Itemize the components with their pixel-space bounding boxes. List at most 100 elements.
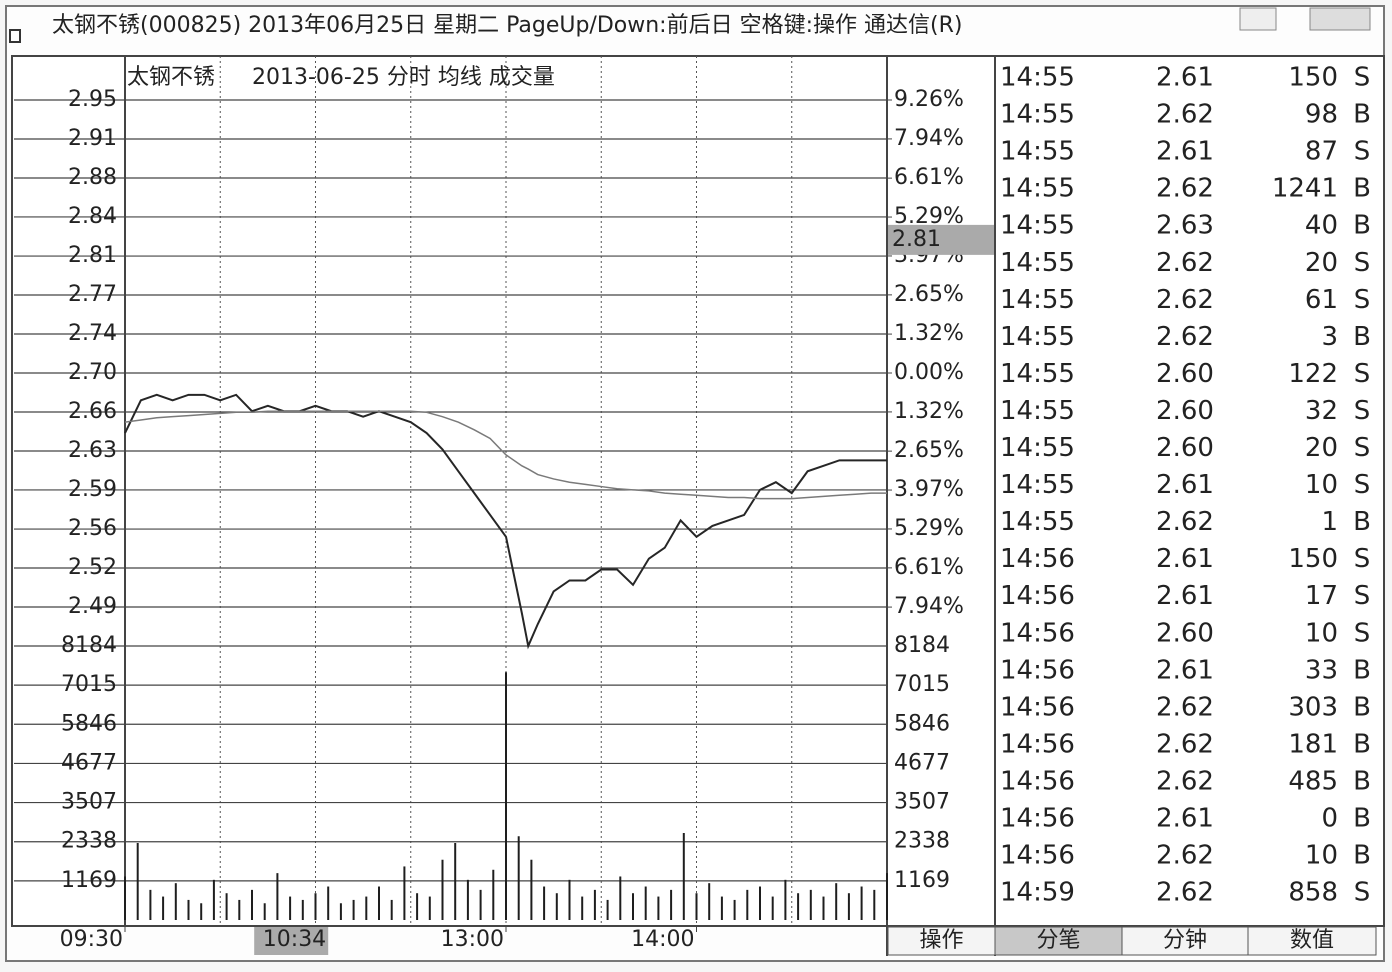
trade-side: B — [1353, 692, 1371, 722]
trade-volume: 0 — [1321, 804, 1338, 834]
tab-label[interactable]: 操作 — [919, 928, 963, 953]
volume-tick-label-right: 5846 — [894, 711, 950, 736]
y2-tick-label: 2.65% — [894, 438, 964, 463]
trade-side: B — [1353, 766, 1371, 796]
trade-time: 14:56 — [1000, 544, 1075, 574]
trade-side: B — [1353, 804, 1371, 834]
y-tick-label: 2.56 — [68, 516, 117, 541]
trade-price: 2.61 — [1156, 804, 1214, 834]
trade-time: 14:55 — [1000, 174, 1075, 204]
trade-volume: 150 — [1288, 63, 1338, 93]
y2-tick-label: 5.29% — [894, 204, 964, 229]
trade-time: 14:56 — [1000, 766, 1075, 796]
trade-side: S — [1354, 396, 1371, 426]
app-icon — [9, 29, 21, 43]
trade-side: B — [1353, 211, 1371, 241]
trade-price: 2.62 — [1156, 878, 1214, 908]
y-tick-label: 2.84 — [68, 204, 117, 229]
trade-side: S — [1354, 470, 1371, 500]
trade-side: B — [1353, 655, 1371, 685]
trade-volume: 10 — [1305, 841, 1338, 871]
trade-price: 2.62 — [1156, 729, 1214, 759]
tab-label[interactable]: 分钟 — [1163, 928, 1207, 953]
y-tick-label: 2.77 — [68, 282, 117, 307]
maximize-button[interactable] — [1239, 7, 1277, 31]
trade-price: 2.62 — [1156, 285, 1214, 315]
trade-time: 14:55 — [1000, 396, 1075, 426]
trade-time: 14:56 — [1000, 729, 1075, 759]
trade-price: 2.62 — [1156, 100, 1214, 130]
trade-price: 2.60 — [1156, 359, 1214, 389]
trade-volume: 98 — [1305, 100, 1338, 130]
trade-time: 14:55 — [1000, 285, 1075, 315]
trade-time: 14:55 — [1000, 359, 1075, 389]
trade-volume: 10 — [1305, 470, 1338, 500]
close-button[interactable] — [1309, 7, 1371, 31]
chart-frame — [11, 55, 1385, 927]
trade-volume: 1241 — [1272, 174, 1338, 204]
trade-volume: 122 — [1288, 359, 1338, 389]
x-tick-label: 14:00 — [631, 927, 694, 952]
cursor-price-box — [888, 224, 994, 255]
tab-label[interactable]: 数值 — [1290, 928, 1334, 953]
trade-side: S — [1354, 581, 1371, 611]
y2-tick-label: 3.97% — [894, 477, 964, 502]
trade-price: 2.62 — [1156, 248, 1214, 278]
trade-price: 2.61 — [1156, 470, 1214, 500]
trade-side: S — [1354, 248, 1371, 278]
trade-time: 14:56 — [1000, 655, 1075, 685]
trade-time: 14:56 — [1000, 581, 1075, 611]
trade-price: 2.61 — [1156, 137, 1214, 167]
trade-price: 2.60 — [1156, 433, 1214, 463]
tab[interactable] — [1121, 926, 1249, 956]
chart-subtitle: 2013-06-25 分时 均线 成交量 — [252, 65, 555, 90]
y-tick-label: 2.70 — [68, 360, 117, 385]
y-tick-label: 2.81 — [68, 243, 117, 268]
volume-tick-label-right: 4677 — [894, 750, 950, 775]
y2-tick-label: 7.94% — [894, 126, 964, 151]
trade-volume: 485 — [1288, 766, 1338, 796]
trade-volume: 33 — [1305, 655, 1338, 685]
volume-tick-label-right: 8184 — [894, 633, 950, 658]
trade-volume: 10 — [1305, 618, 1338, 648]
volume-tick-label: 5846 — [61, 711, 117, 736]
tab-label[interactable]: 分笔 — [1036, 928, 1080, 953]
trade-price: 2.60 — [1156, 618, 1214, 648]
volume-tick-label: 3507 — [61, 790, 117, 815]
y-tick-label: 2.59 — [68, 477, 117, 502]
trade-side: B — [1353, 507, 1371, 537]
trade-volume: 181 — [1288, 729, 1338, 759]
trade-volume: 32 — [1305, 396, 1338, 426]
trade-price: 2.62 — [1156, 841, 1214, 871]
trade-price: 2.62 — [1156, 322, 1214, 352]
tab[interactable] — [1247, 926, 1377, 956]
y-tick-label: 2.91 — [68, 126, 117, 151]
y-tick-label: 2.52 — [68, 555, 117, 580]
tab[interactable] — [994, 926, 1123, 956]
trade-volume: 40 — [1305, 211, 1338, 241]
trade-price: 2.61 — [1156, 655, 1214, 685]
trade-time: 14:55 — [1000, 211, 1075, 241]
y-tick-label: 2.74 — [68, 321, 117, 346]
trade-side: S — [1354, 285, 1371, 315]
trade-side: S — [1354, 137, 1371, 167]
trade-time: 14:55 — [1000, 470, 1075, 500]
x-tick-label: 09:30 — [60, 927, 123, 952]
trade-side: B — [1353, 100, 1371, 130]
y2-tick-label: 2.65% — [894, 282, 964, 307]
trade-time: 14:56 — [1000, 692, 1075, 722]
y-tick-label: 2.95 — [68, 87, 117, 112]
trade-side: S — [1354, 878, 1371, 908]
trade-price: 2.62 — [1156, 692, 1214, 722]
price-line — [124, 393, 887, 650]
trade-time: 14:55 — [1000, 100, 1075, 130]
y-tick-label: 2.63 — [68, 438, 117, 463]
volume-tick-label: 7015 — [61, 672, 117, 697]
volume-tick-label: 1169 — [61, 868, 117, 893]
trade-price: 2.62 — [1156, 174, 1214, 204]
trade-volume: 1 — [1321, 507, 1338, 537]
window-title: 太钢不锈(000825) 2013年06月25日 星期二 PageUp/Down… — [52, 13, 962, 38]
trade-side: B — [1353, 174, 1371, 204]
